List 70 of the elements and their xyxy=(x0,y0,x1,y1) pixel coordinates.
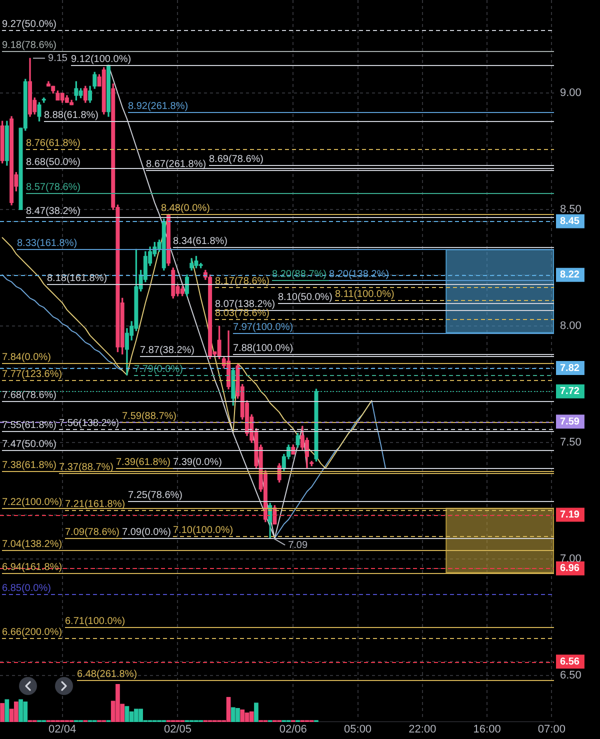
ref-line-label: 6.48(261.8%) xyxy=(77,669,138,680)
annotation: 9.15 xyxy=(48,52,68,64)
ref-line-label: 7.79(0.0%) xyxy=(134,364,183,375)
annotation: 7.09 xyxy=(288,540,308,551)
x-tick-label: 05:00 xyxy=(344,723,372,736)
ref-line-label: 8.92(261.8%) xyxy=(128,101,188,112)
ref-line-label: 7.21(161.8%) xyxy=(65,499,126,510)
y-tick-label: 7.50 xyxy=(560,436,582,449)
ref-line-label: 7.39(61.8%) xyxy=(116,457,170,468)
x-tick-label: 07:00 xyxy=(538,723,566,736)
ref-line-label: 7.04(138.2%) xyxy=(2,539,62,550)
ref-line-label: 8.68(50.0%) xyxy=(26,157,80,168)
ref-line-label: 7.68(78.6%) xyxy=(2,390,56,401)
x-tick-label: 16:00 xyxy=(473,723,501,736)
y-tick-label: 6.56 xyxy=(560,656,580,668)
ref-line-label: 7.38(61.8%) xyxy=(2,460,56,471)
ref-line-label: 7.56(138.2%) xyxy=(59,418,120,429)
ref-line-label: 8.20(88.7%) xyxy=(272,269,326,280)
ref-line-label: 7.88(100.0%) xyxy=(233,343,294,354)
y-tick-label: 7.59 xyxy=(560,416,580,428)
ref-line-label: 7.84(0.0%) xyxy=(2,352,51,363)
ref-line-label: 8.03(78.6%) xyxy=(215,308,270,319)
ref-line-label: 7.77(123.6%) xyxy=(2,369,62,380)
y-tick-label: 7.82 xyxy=(560,362,580,374)
ref-line-label: 8.69(78.6%) xyxy=(209,154,264,165)
ref-line-label: 7.37(88.7%) xyxy=(59,462,114,473)
ref-line-label: 8.67(261.8%) xyxy=(146,159,206,170)
x-tick-label: 02/06 xyxy=(279,723,307,736)
ref-line-label: 7.09(78.6%) xyxy=(65,527,120,538)
y-tick-label: 8.45 xyxy=(560,216,580,228)
ref-line-label: 7.59(88.7%) xyxy=(122,411,176,422)
x-tick-label: 02/05 xyxy=(164,723,192,736)
y-tick-label: 7.19 xyxy=(560,510,580,521)
ref-line-label: 8.34(61.8%) xyxy=(173,236,228,247)
ref-line-label: 7.87(38.2%) xyxy=(140,345,194,356)
ref-line-label: 8.18(161.8%) xyxy=(47,273,108,284)
ref-line-label: 7.55(61.8%) xyxy=(2,420,56,431)
x-tick-label: 22:00 xyxy=(408,723,436,736)
y-tick-label: 8.00 xyxy=(560,320,582,332)
ref-line-label: 7.97(100.0%) xyxy=(233,322,294,333)
ref-line-label: 7.25(78.6%) xyxy=(128,490,182,501)
ref-line-label: 8.48(0.0%) xyxy=(161,203,210,214)
y-tick-label: 9.00 xyxy=(560,87,582,100)
ref-line-label: 6.85(0.0%) xyxy=(2,583,51,594)
y-tick-label: 6.96 xyxy=(560,563,580,574)
y-tick-label: 6.50 xyxy=(560,670,582,682)
ref-line-label: 6.94(161.8%) xyxy=(2,562,62,573)
ref-line-label: 7.22(100.0%) xyxy=(2,497,62,508)
ref-line-label: 7.39(0.0%) xyxy=(173,457,222,468)
ref-line-label: 9.27(50.0%) xyxy=(2,19,56,30)
y-tick-label: 8.22 xyxy=(560,270,580,281)
ref-line-label: 8.33(161.8%) xyxy=(17,238,78,249)
ref-line-label: 6.71(100.0%) xyxy=(65,616,126,627)
ref-line-label: 6.66(200.0%) xyxy=(2,627,62,638)
y-tick-label: 8.50 xyxy=(560,204,582,216)
ref-line-label: 9.12(100.0%) xyxy=(71,54,132,65)
ref-line-label: 7.47(50.0%) xyxy=(2,439,56,450)
ref-line-label: 9.18(78.6%) xyxy=(2,40,56,51)
ref-line-label: 8.10(50.0%) xyxy=(278,292,332,303)
ref-line-label: 7.10(100.0%) xyxy=(173,525,234,536)
ref-line-label: 8.57(78.6%) xyxy=(26,182,80,193)
ref-line-label: 8.20(138.2%) xyxy=(329,269,390,280)
ref-line-label: 8.47(38.2%) xyxy=(26,206,80,217)
ref-line-label: 8.88(61.8%) xyxy=(44,110,98,121)
ref-line-label: 7.09(0.0%) xyxy=(122,527,171,538)
x-tick-label: 02/04 xyxy=(48,723,76,736)
y-tick-label: 7.72 xyxy=(560,386,580,398)
ref-line-label: 8.11(100.0%) xyxy=(335,289,394,300)
ref-line-label: 8.76(61.8%) xyxy=(26,138,80,149)
ref-line-label: 8.07(138.2%) xyxy=(215,299,276,310)
